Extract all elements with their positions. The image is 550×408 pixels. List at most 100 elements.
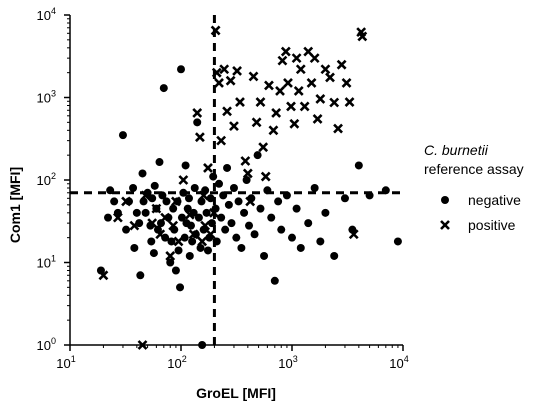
point-negative <box>304 219 313 228</box>
point-positive <box>211 67 222 78</box>
point-negative <box>365 191 374 200</box>
point-negative <box>194 213 203 222</box>
point-positive <box>329 97 340 108</box>
point-positive <box>289 118 300 129</box>
point-negative <box>260 251 269 260</box>
point-positive <box>325 72 335 83</box>
point-negative <box>179 188 188 197</box>
point-positive <box>216 135 227 146</box>
point-negative <box>148 194 157 203</box>
point-negative <box>147 237 156 246</box>
point-negative <box>277 225 286 234</box>
point-positive <box>309 53 320 64</box>
y-tick-label: 104 <box>37 6 56 23</box>
point-positive <box>240 156 251 166</box>
point-negative <box>188 237 197 246</box>
point-negative <box>310 183 319 192</box>
point-negative <box>197 197 206 206</box>
legend-label-negative: negative <box>468 192 521 208</box>
point-negative <box>136 271 145 280</box>
point-positive <box>129 220 140 231</box>
point-negative <box>104 213 113 222</box>
point-positive <box>147 218 158 229</box>
point-positive <box>251 117 262 128</box>
point-positive <box>194 132 205 143</box>
point-negative <box>203 246 212 255</box>
point-positive <box>210 25 221 36</box>
point-positive <box>200 220 211 231</box>
point-negative <box>224 200 233 209</box>
point-negative <box>193 118 202 127</box>
point-positive <box>98 270 109 281</box>
x-tick-label: 104 <box>389 354 408 371</box>
point-positive <box>235 97 245 107</box>
point-negative <box>217 213 226 222</box>
point-negative <box>219 191 228 200</box>
point-positive <box>248 71 259 82</box>
point-negative <box>155 158 164 167</box>
x-axis-title: GroEL [MFI] <box>196 385 276 401</box>
y-tick-label: 102 <box>37 171 56 188</box>
point-positive <box>299 101 310 112</box>
point-negative <box>141 208 150 217</box>
point-negative <box>237 243 246 252</box>
point-negative <box>186 221 195 230</box>
point-negative <box>106 186 115 195</box>
y-tick-label: 101 <box>37 254 56 271</box>
point-positive <box>160 212 171 223</box>
point-negative <box>207 219 216 228</box>
point-positive <box>283 78 293 88</box>
point-negative <box>184 194 193 203</box>
point-positive <box>155 229 166 240</box>
point-positive <box>209 207 219 218</box>
y-tick-label: 103 <box>37 89 56 106</box>
point-negative <box>393 237 402 246</box>
point-negative <box>198 341 207 349</box>
point-positive <box>165 251 176 261</box>
point-negative <box>274 197 283 206</box>
point-positive <box>137 340 148 350</box>
point-negative <box>223 163 232 172</box>
point-negative <box>177 213 186 222</box>
legend: C. burnetii reference assay negative pos… <box>424 142 524 233</box>
point-negative <box>209 172 218 181</box>
point-negative <box>158 191 167 200</box>
point-negative <box>122 225 131 234</box>
point-positive <box>260 171 271 182</box>
point-positive <box>140 190 151 201</box>
point-positive <box>268 125 279 136</box>
point-negative <box>139 197 148 206</box>
point-positive <box>320 64 331 75</box>
point-positive <box>214 78 224 88</box>
point-positive <box>198 190 209 201</box>
point-negative <box>177 65 185 74</box>
point-negative <box>190 183 199 192</box>
point-negative <box>149 249 158 258</box>
point-positive <box>203 163 213 173</box>
point-negative <box>292 204 301 213</box>
point-negative <box>215 179 224 188</box>
point-negative <box>267 213 276 222</box>
point-positive <box>232 65 242 76</box>
point-positive <box>242 168 253 179</box>
point-positive <box>275 86 285 96</box>
point-negative <box>270 276 279 285</box>
legend-title-assay: reference assay <box>424 161 524 177</box>
data-points <box>96 25 402 350</box>
point-positive <box>357 31 368 42</box>
point-negative <box>263 186 272 195</box>
y-axis-ticks: 100 101 102 103 104 <box>37 6 70 353</box>
point-negative <box>132 208 141 217</box>
point-positive <box>280 46 291 57</box>
point-negative <box>206 194 215 203</box>
point-positive <box>277 55 288 66</box>
point-negative <box>150 181 159 190</box>
x-axis-ticks: 101 102 103 104 <box>56 345 409 371</box>
point-positive <box>315 94 326 104</box>
point-positive <box>168 220 179 231</box>
point-negative <box>232 233 241 242</box>
point-positive <box>222 106 232 117</box>
point-positive <box>333 123 343 134</box>
point-positive <box>197 236 208 247</box>
